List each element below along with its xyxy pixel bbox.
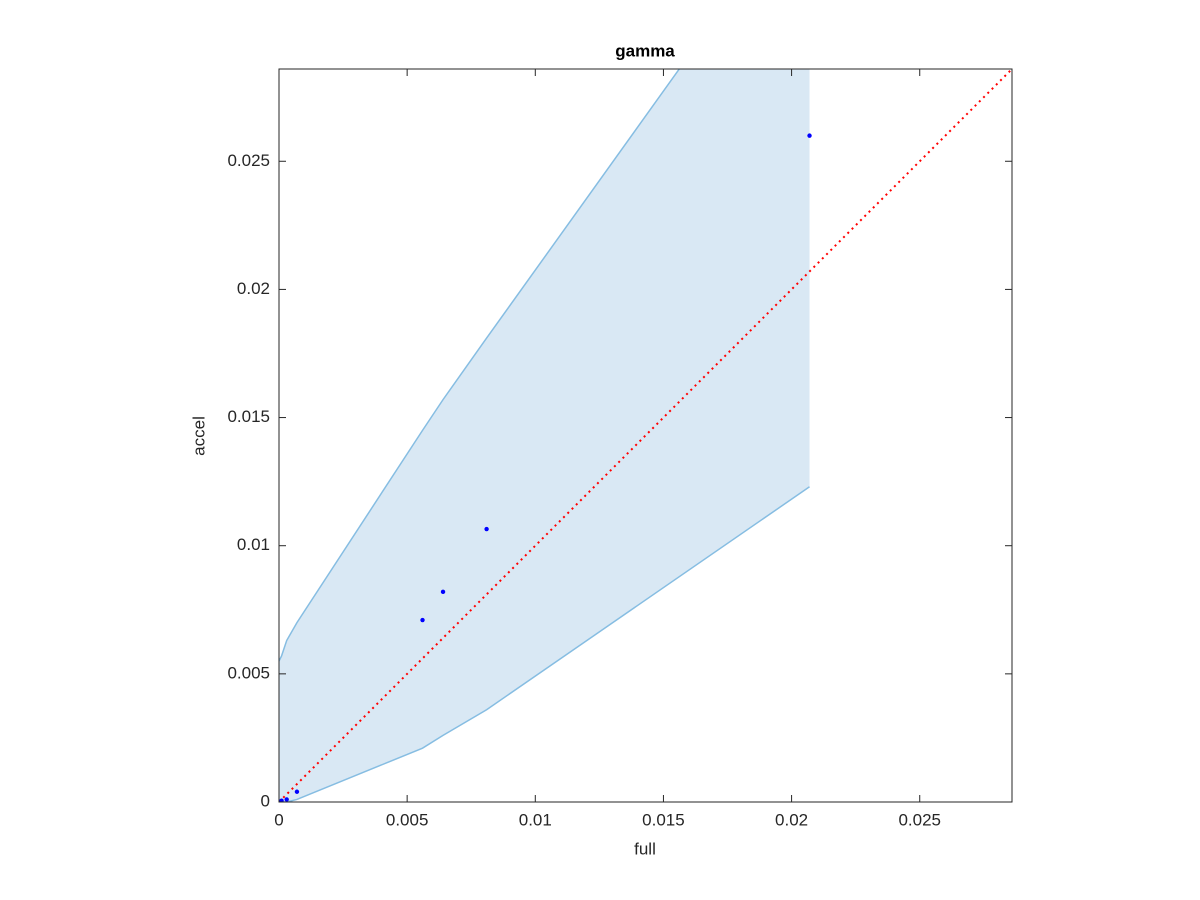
y-tick-label: 0.025 [227,151,270,170]
axes-box [278,68,1013,803]
x-tick-label: 0.015 [642,810,685,829]
x-axis-label: full [634,839,656,858]
y-tick-label: 0 [261,791,270,810]
band-lower-line [279,486,810,802]
plot-area [279,69,1012,802]
chart-title: gamma [615,41,675,60]
y-axis-label: accel [189,416,208,456]
point [440,589,446,595]
point [807,133,812,138]
point [284,797,289,802]
x-tick-label: 0.01 [519,810,552,829]
y-tick-label: 0.01 [237,535,270,554]
point [420,617,425,623]
x-tick-label: 0.005 [386,810,429,829]
band-area [279,69,810,802]
point [294,789,300,794]
y-tick-label: 0.005 [227,663,270,682]
y-tick-label: 0.02 [237,279,270,298]
point [279,798,284,802]
point [484,526,489,532]
band-upper-line [279,69,681,662]
x-tick-label: 0.02 [775,810,808,829]
x-tick-label: 0.025 [898,810,941,829]
x-tick-label: 0 [274,810,283,829]
y-tick-label: 0.015 [227,407,270,426]
